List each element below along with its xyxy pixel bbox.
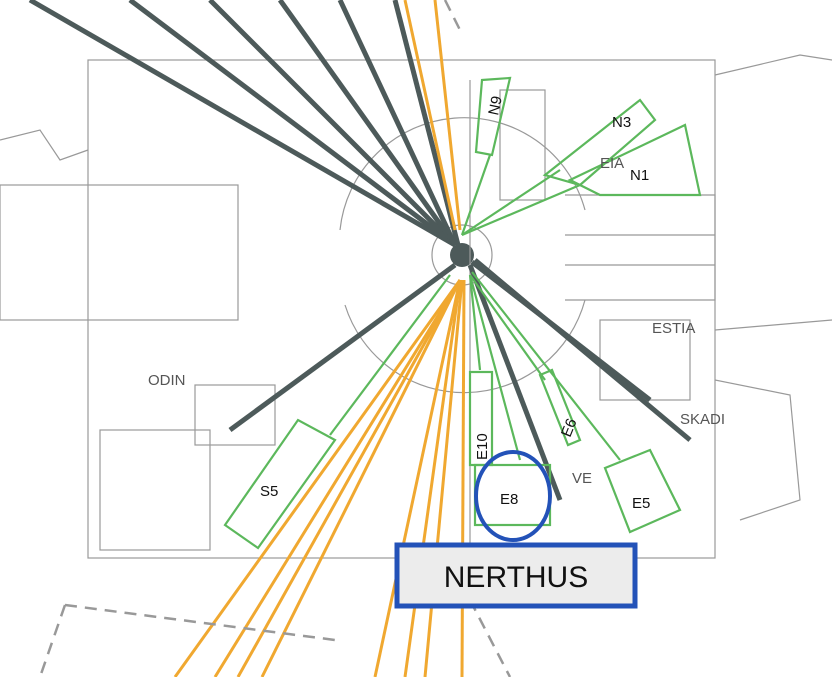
sector-label: N1 — [630, 167, 649, 184]
highlight-box — [394, 542, 638, 609]
sector-label: E6 — [558, 416, 581, 439]
highlight-label: NERTHUS — [444, 561, 588, 594]
sector-label: E5 — [632, 495, 650, 512]
beam-guides — [28, 0, 692, 501]
instrument-label: ESTIA — [652, 320, 695, 337]
sector-outlines — [223, 76, 702, 550]
instrument-label: VE — [572, 470, 592, 487]
instrument-labels: EIA ESTIA ODIN SKADI VE — [148, 155, 725, 487]
highlight-circle — [474, 450, 552, 542]
sector-label: N3 — [612, 114, 631, 131]
sector-label: N9 — [485, 95, 506, 117]
sector-label: E8 — [500, 491, 518, 508]
instrument-label: EIA — [600, 155, 624, 172]
instrument-label: SKADI — [680, 411, 725, 428]
sector-labels: N9 N3 N1 E10 E6 E8 E5 S5 — [260, 95, 650, 512]
sector-label: E10 — [474, 433, 491, 460]
dashed-outlines — [38, 0, 512, 677]
sector-label: S5 — [260, 483, 278, 500]
instrument-label: ODIN — [148, 372, 186, 389]
orange-beams — [173, 0, 466, 677]
